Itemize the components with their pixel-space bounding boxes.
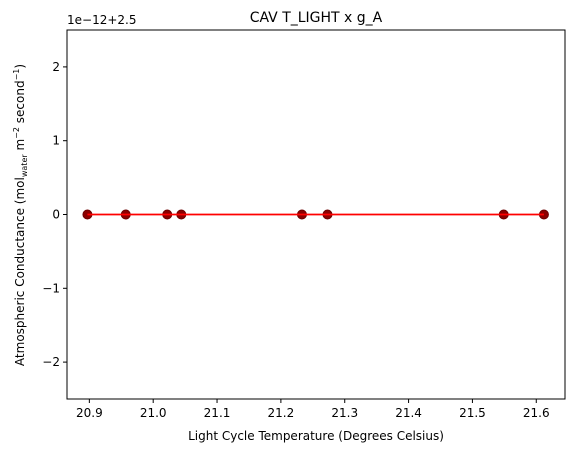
chart-title: CAV T_LIGHT x g_A xyxy=(250,10,383,26)
y-tick-label: −2 xyxy=(42,355,60,369)
y-tick-label: −1 xyxy=(42,281,60,295)
y-offset-label: 1e−12+2.5 xyxy=(67,13,136,27)
x-tick-label: 21.3 xyxy=(331,406,358,420)
y-label-part: second xyxy=(13,80,27,127)
x-tick-label: 21.1 xyxy=(204,406,231,420)
y-label-part: Atmospheric Conductance (mol xyxy=(13,177,27,366)
x-tick-label: 21.2 xyxy=(268,406,295,420)
y-tick-label: 1 xyxy=(52,134,60,148)
y-tick-label: 0 xyxy=(52,208,60,222)
y-tick-label: 2 xyxy=(52,60,60,74)
x-tick-label: 20.9 xyxy=(76,406,103,420)
y-label-subscript: water xyxy=(20,154,29,178)
x-tick-label: 21.4 xyxy=(395,406,422,420)
y-axis-label: Atmospheric Conductance (molwater m−2 se… xyxy=(12,64,29,366)
x-tick-label: 21.0 xyxy=(140,406,167,420)
y-label-superscript: −2 xyxy=(12,127,21,139)
x-tick-label: 21.5 xyxy=(459,406,486,420)
y-label-superscript: −1 xyxy=(12,69,21,81)
y-label-part: ) xyxy=(13,64,27,69)
x-tick-label: 21.6 xyxy=(523,406,550,420)
y-label-part: m xyxy=(13,139,27,155)
x-axis-label: Light Cycle Temperature (Degrees Celsius… xyxy=(188,429,444,443)
